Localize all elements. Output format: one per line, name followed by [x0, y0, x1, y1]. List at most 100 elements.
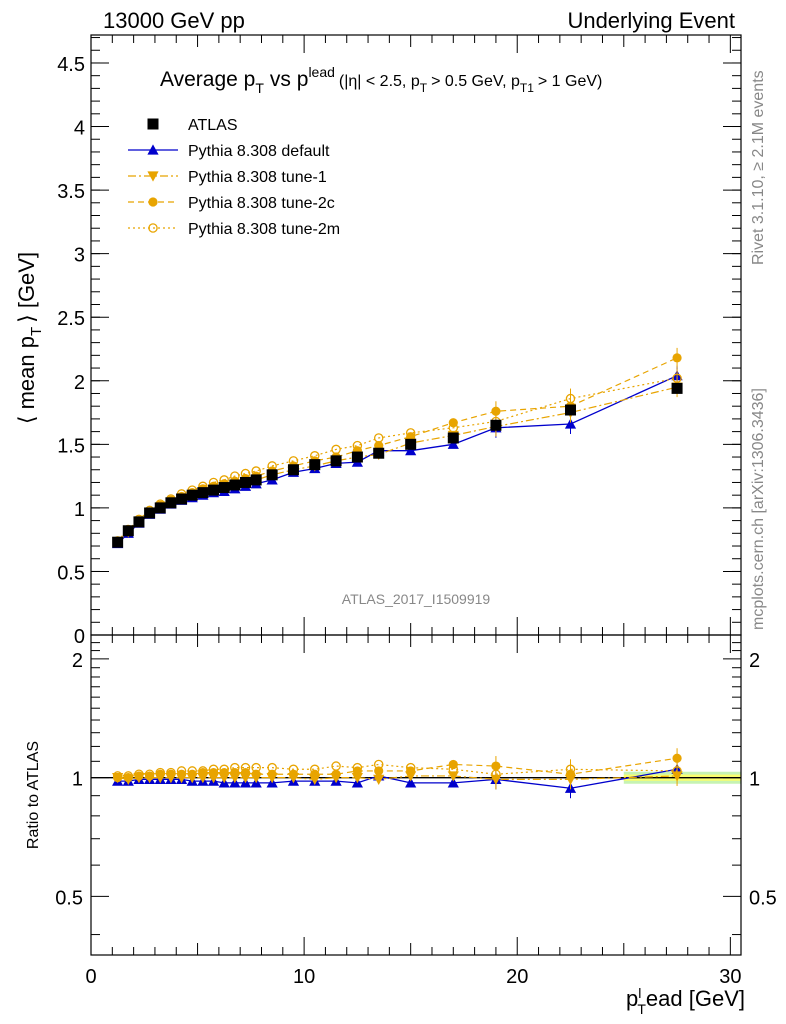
ratio-ytick-label-right: 1: [749, 769, 760, 791]
tune2m-marker: [331, 761, 341, 771]
default-marker: [447, 438, 459, 449]
header-right: Underlying Event: [567, 8, 735, 33]
tune2c-marker: [187, 769, 197, 779]
tune1-marker: [447, 771, 459, 782]
ratio-panel: 0.5 0.51 12 20 10 20 30: [55, 634, 777, 988]
tune1-marker: [147, 171, 159, 182]
default-marker: [147, 144, 159, 155]
tune2c-marker: [406, 766, 416, 776]
tune2c-marker: [352, 766, 362, 776]
tune2m-marker: [134, 769, 144, 779]
tune2c-marker: [219, 767, 229, 778]
tune2c-marker: [208, 767, 219, 778]
main-ytick-label: 1.5: [57, 435, 85, 457]
atlas-marker: [351, 451, 363, 463]
atlas-marker: [490, 419, 502, 431]
tune2m-marker: [208, 764, 219, 775]
xtick-label: 10: [293, 966, 315, 988]
tune2c-marker: [672, 753, 682, 763]
main-ytick-label: 2.5: [57, 308, 85, 330]
xlabel-main: p: [626, 986, 638, 1011]
ratio-ytick-label: 2: [72, 650, 83, 672]
atlas-marker: [240, 476, 252, 488]
atlas-marker: [447, 432, 459, 444]
series-0: [112, 382, 683, 548]
tune2m-marker: [187, 766, 197, 776]
atlas-marker: [287, 464, 299, 476]
legend-entry-0: ATLAS: [147, 117, 238, 134]
legend-label: Pythia 8.308 tune-2c: [188, 195, 335, 212]
atlas-marker: [266, 469, 278, 481]
tune2c-marker: [251, 769, 261, 779]
header-left: 13000 GeV pp: [103, 8, 245, 33]
tune2m-marker: [352, 762, 363, 773]
ratio-ytick-label: 0.5: [55, 887, 83, 909]
tune2m-marker: [176, 766, 187, 776]
title-cut-pt: > 0.5 GeV, p: [431, 73, 520, 90]
default-marker: [405, 777, 417, 788]
ratio-axis-ticks: 0.5 0.51 12 20 10 20 30: [55, 635, 777, 988]
tune2c-marker: [374, 766, 384, 776]
legend: ATLAS Pythia 8.308 default Pythia 8.308 tu…: [128, 117, 340, 238]
atlas-marker: [144, 507, 156, 519]
title-sub-t1: T1: [520, 81, 534, 95]
main-ytick-label: 4.5: [57, 54, 85, 76]
title-sup-lead: lead: [308, 64, 334, 80]
tune2m-marker: [448, 423, 459, 433]
xlabel: pl Tead [GeV]: [626, 985, 745, 1017]
series-1: [112, 365, 683, 549]
tune2c-marker: [240, 767, 251, 778]
mcplots-label: mcplots.cern.ch [arXiv:1306.3436]: [750, 388, 767, 630]
tune2c-marker: [148, 197, 158, 207]
series-line: [117, 375, 678, 544]
tune2m-marker: [166, 767, 176, 778]
atlas-marker: [122, 525, 134, 537]
atlas-marker: [218, 482, 230, 494]
tune2m-marker: [219, 764, 229, 775]
tune2m-marker: [112, 771, 123, 781]
ylabel-main: ⟨ mean p: [14, 336, 39, 424]
ratio-series-group: [112, 748, 683, 799]
xlabel-rest: ead [GeV]: [646, 986, 745, 1011]
tune2c-marker: [448, 418, 458, 428]
atlas-marker: [147, 118, 159, 130]
legend-entry-2: Pythia 8.308 tune-1: [128, 169, 327, 186]
title-cuts: (|η| < 2.5, p: [339, 73, 420, 90]
tune2m-marker: [405, 428, 416, 438]
atlas-marker: [405, 438, 417, 450]
main-axis-ticks: 0.5 1 1.5 2 2.5 3 3.5 4 4.5 0: [57, 35, 741, 648]
xtick-label: 20: [506, 966, 528, 988]
default-marker: [564, 418, 577, 429]
atlas-marker: [112, 536, 124, 548]
tune2c-marker: [176, 769, 187, 779]
tune2m-marker: [144, 769, 155, 779]
tune2m-marker: [310, 764, 320, 775]
title-cut-sub-t: T: [420, 81, 428, 95]
ratio-ytick-label: 1: [72, 769, 83, 791]
chart-title: Average pT vs plead(|η| < 2.5, pT > 0.5 Ge…: [160, 64, 602, 96]
atlas-marker: [565, 404, 577, 416]
main-ytick-label: 0.5: [57, 562, 85, 584]
legend-label: ATLAS: [188, 117, 238, 134]
atlas-marker: [133, 516, 145, 528]
default-marker: [405, 445, 417, 456]
title-vs: vs p: [270, 68, 309, 91]
main-series-group: [112, 347, 683, 549]
xlabel-sub: T: [637, 1001, 646, 1017]
atlas-marker: [250, 474, 262, 486]
ylabel-sub: T: [28, 327, 45, 336]
series-line: [117, 377, 678, 542]
series-2: [112, 377, 683, 548]
tune1-marker: [351, 773, 363, 784]
tune2m-marker: [148, 223, 158, 233]
main-ylabel: ⟨ mean pT ⟩ [GeV]: [14, 252, 45, 424]
ratio-ytick-label-right: 0.5: [749, 887, 777, 909]
tune2c-marker: [448, 759, 458, 770]
tune2m-marker: [565, 764, 576, 775]
main-ytick-label: 3: [74, 245, 85, 267]
tune2c-marker: [491, 406, 501, 416]
atlas-marker: [186, 489, 198, 501]
main-ytick-label: 2: [74, 372, 85, 394]
main-panel: 0.5 1 1.5 2 2.5 3 3.5 4 4.5 0: [57, 34, 742, 648]
